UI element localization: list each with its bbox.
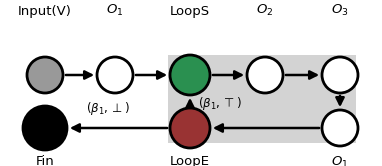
Ellipse shape bbox=[27, 57, 63, 93]
Ellipse shape bbox=[247, 57, 283, 93]
Text: LoopE: LoopE bbox=[170, 155, 210, 166]
Text: $(\beta_1, \top)$: $(\beta_1, \top)$ bbox=[198, 94, 242, 112]
Ellipse shape bbox=[170, 108, 210, 148]
Ellipse shape bbox=[23, 106, 67, 150]
Text: $O_1$: $O_1$ bbox=[331, 155, 349, 166]
Ellipse shape bbox=[322, 57, 358, 93]
Text: $(\beta_1, \bot)$: $(\beta_1, \bot)$ bbox=[86, 100, 130, 117]
Text: $O_1$: $O_1$ bbox=[106, 3, 124, 18]
Text: Input(V): Input(V) bbox=[18, 5, 72, 18]
Text: $O_3$: $O_3$ bbox=[331, 3, 349, 18]
Text: LoopS: LoopS bbox=[170, 5, 210, 18]
Bar bbox=[168, 55, 356, 143]
Ellipse shape bbox=[322, 110, 358, 146]
Ellipse shape bbox=[97, 57, 133, 93]
Ellipse shape bbox=[170, 55, 210, 95]
Text: Fin: Fin bbox=[36, 155, 54, 166]
Text: $O_2$: $O_2$ bbox=[256, 3, 274, 18]
